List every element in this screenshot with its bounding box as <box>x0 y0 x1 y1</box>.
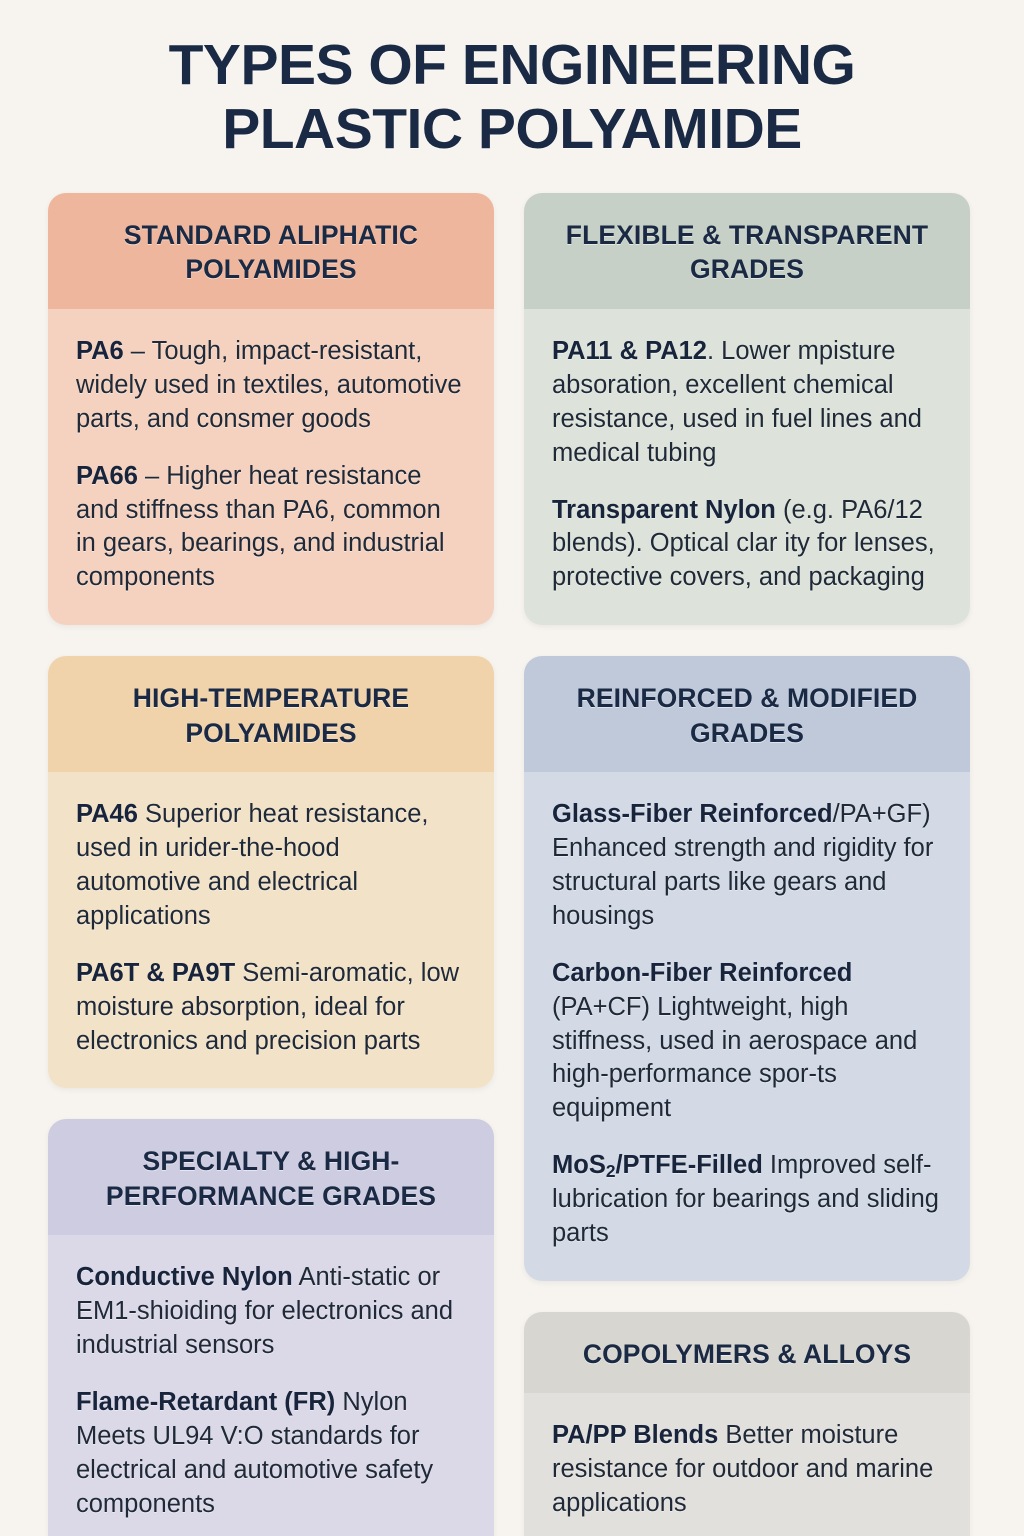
entry-term: Glass-Fiber Reinforced <box>552 800 833 829</box>
entry-description: (PA+CF) Lightweight, high stiffness, use… <box>552 992 918 1123</box>
entry-term: PA66 <box>76 461 138 490</box>
page-title: TYPES OF ENGINEERING PLASTIC POLYAMIDE <box>168 33 856 161</box>
card-entry: Flame-Retardant (FR) Nylon Meets UL94 V:… <box>76 1386 466 1522</box>
entry-description: Nylon Meets UL94 V:O standards for elect… <box>76 1388 434 1518</box>
card-entry: MoS2/PTFE-Filled Improved self-lubricati… <box>552 1149 942 1251</box>
entry-description: – Higher heat resistance and stiffness t… <box>76 461 445 592</box>
left-column: STANDARD ALIPHATIC POLYAMIDES PA6 – Tough… <box>48 193 494 1536</box>
card-high-temperature-polyamides: HIGH-TEMPERATURE POLYAMIDES PA46 Superior… <box>48 656 494 1089</box>
card-reinforced-modified-grades: REINFORCED & MODIFIED GRADES Glass-Fiber … <box>524 656 970 1281</box>
entry-term: Flame-Retardant (FR) <box>76 1388 336 1417</box>
card-body-high-temperature-polyamides: PA46 Superior heat resistance, used in u… <box>48 772 494 1089</box>
card-body-specialty-high-performance-grades: Conductive Nylon Anti-static or EM1-shio… <box>48 1235 494 1536</box>
card-entry: PA6 – Tough, impact-resistant, widely us… <box>76 335 466 437</box>
entry-description: Semi-aromatic, low moisture absorption, … <box>76 958 460 1055</box>
entry-term: MoS2/PTFE-Filled <box>552 1151 763 1182</box>
card-entry: Transparent Nylon (e.g. PA6/12 blends). … <box>552 494 942 596</box>
entry-description: Better moisture resistance for outdoor a… <box>552 1421 934 1518</box>
entry-term: PA/PP Blends <box>552 1421 719 1450</box>
card-standard-aliphatic-polyamides: STANDARD ALIPHATIC POLYAMIDES PA6 – Tough… <box>48 193 494 626</box>
card-body-standard-aliphatic-polyamides: PA6 – Tough, impact-resistant, widely us… <box>48 308 494 626</box>
card-entry: PA11 & PA12. Lower mpisture absoration, … <box>552 335 942 471</box>
entry-term: Carbon-Fiber Reinforced <box>552 958 853 987</box>
entry-description: Anti-static or EM1-shioiding for electro… <box>76 1263 454 1360</box>
entry-term: Transparent Nylon <box>552 495 776 524</box>
entry-term: PA11 & PA12 <box>552 336 707 365</box>
card-copolymers-alloys: COPOLYMERS & ALLOYS PA/PP Blends Better m… <box>524 1311 970 1536</box>
card-entry: PA46 Superior heat resistance, used in u… <box>76 798 466 934</box>
card-header-specialty-high-performance-grades: SPECIALTY & HIGH-PERFORMANCE GRADES <box>48 1119 494 1236</box>
card-header-flexible-transparent-grades: FLEXIBLE & TRANSPARENT GRADES <box>524 193 970 309</box>
card-header-copolymers-alloys: COPOLYMERS & ALLOYS <box>524 1311 970 1394</box>
card-body-reinforced-modified-grades: Glass-Fiber Reinforced/PA+GF) Enhanced s… <box>524 772 970 1281</box>
card-columns: STANDARD ALIPHATIC POLYAMIDES PA6 – Tough… <box>0 193 1024 1536</box>
entry-description: (e.g. PA6/12 blends). Optical clar ity f… <box>552 495 935 592</box>
entry-term: PA46 <box>76 800 138 829</box>
card-entry: PA/PP Blends Better moisture resistance … <box>552 1419 942 1521</box>
right-column: FLEXIBLE & TRANSPARENT GRADES PA11 & PA12… <box>524 193 970 1536</box>
card-entry: Carbon-Fiber Reinforced (PA+CF) Lightwei… <box>552 957 942 1127</box>
card-entry: Glass-Fiber Reinforced/PA+GF) Enhanced s… <box>552 798 942 934</box>
entry-description: Improved self-lubrication for bearings a… <box>552 1151 939 1248</box>
entry-description: – Tough, impact-resistant, widely used i… <box>76 336 462 433</box>
card-entry: PA6T & PA9T Semi-aromatic, low moisture … <box>76 957 466 1059</box>
card-entry: Conductive Nylon Anti-static or EM1-shio… <box>76 1261 466 1363</box>
card-body-copolymers-alloys: PA/PP Blends Better moisture resistance … <box>524 1393 970 1536</box>
entry-description: . Lower mpisture absoration, excellent c… <box>552 336 922 467</box>
card-header-standard-aliphatic-polyamides: STANDARD ALIPHATIC POLYAMIDES <box>48 193 494 309</box>
card-flexible-transparent-grades: FLEXIBLE & TRANSPARENT GRADES PA11 & PA12… <box>524 193 970 626</box>
card-entry: PA66 – Higher heat resistance and stiffn… <box>76 460 466 596</box>
card-specialty-high-performance-grades: SPECIALTY & HIGH-PERFORMANCE GRADES Condu… <box>48 1119 494 1536</box>
entry-term: Conductive Nylon <box>76 1263 293 1292</box>
entry-term: PA6 <box>76 336 124 365</box>
entry-description: /PA+GF) Enhanced strength and rigidity f… <box>552 800 934 930</box>
card-header-high-temperature-polyamides: HIGH-TEMPERATURE POLYAMIDES <box>48 656 494 773</box>
card-body-flexible-transparent-grades: PA11 & PA12. Lower mpisture absoration, … <box>524 308 970 626</box>
entry-term: PA6T & PA9T <box>76 958 236 987</box>
entry-description: Superior heat resistance, used in urider… <box>76 800 429 930</box>
card-header-reinforced-modified-grades: REINFORCED & MODIFIED GRADES <box>524 656 970 773</box>
